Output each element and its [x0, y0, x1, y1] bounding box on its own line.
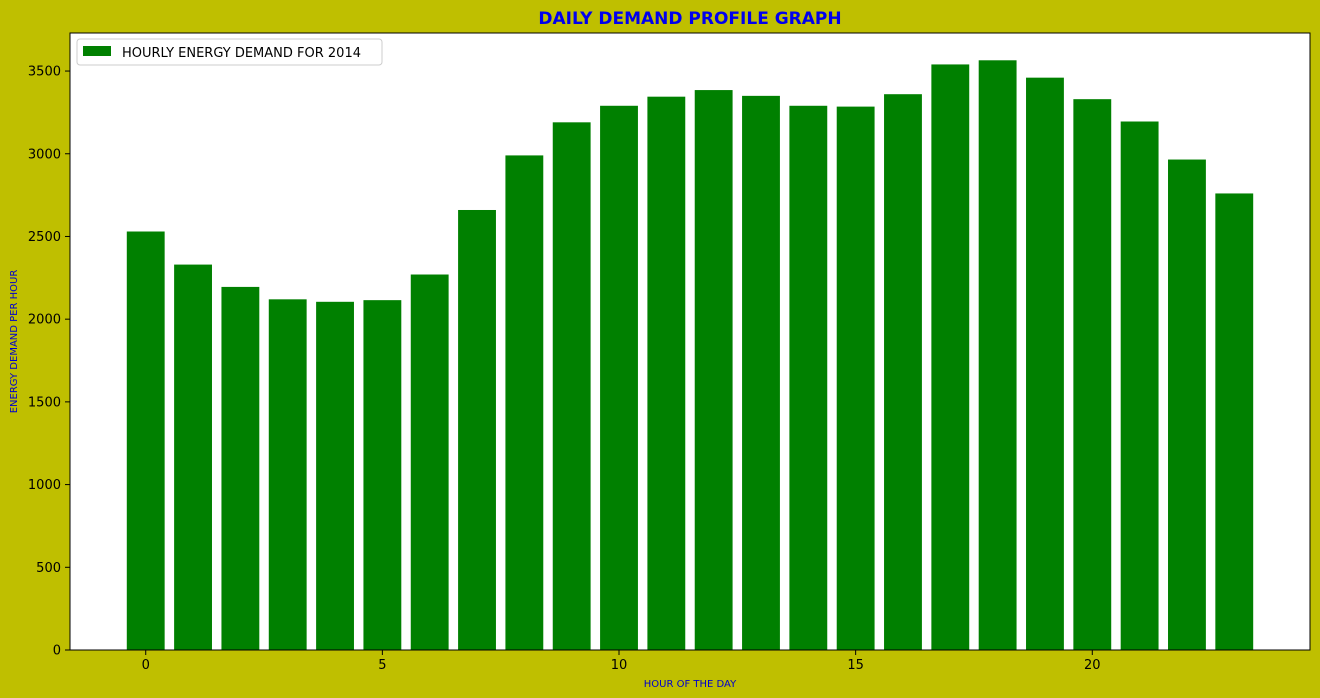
- bar-hour-2: [221, 286, 260, 650]
- bar-hour-8: [505, 155, 544, 650]
- bar-hour-0: [126, 231, 165, 650]
- bar-hour-16: [884, 94, 922, 650]
- bar-hour-4: [316, 301, 354, 650]
- bar-hour-21: [1120, 121, 1159, 650]
- x-axis: 0 5 10 15 20: [142, 650, 1101, 673]
- x-tick-label: 5: [378, 658, 386, 673]
- bars-group: [126, 60, 1254, 651]
- y-tick-label: 3000: [28, 147, 61, 162]
- bar-hour-17: [931, 64, 970, 651]
- legend-swatch: [83, 46, 111, 56]
- x-axis-label: HOUR OF THE DAY: [644, 679, 737, 690]
- bar-hour-22: [1168, 159, 1206, 651]
- bar-hour-14: [789, 105, 828, 650]
- y-axis: 0 500 1000 1500 2000 2500 3000 3500: [28, 65, 70, 659]
- y-tick-label: 1000: [28, 478, 61, 493]
- bar-hour-19: [1026, 77, 1064, 650]
- plot-frame: [69, 32, 1311, 651]
- bar-hour-5: [363, 300, 402, 650]
- x-tick-label: 10: [611, 658, 628, 673]
- legend-box: [76, 38, 383, 66]
- bar-hour-12: [694, 90, 733, 650]
- bar-hour-3: [268, 299, 307, 650]
- y-tick-label: 500: [36, 561, 61, 576]
- bar-hour-6: [410, 274, 449, 650]
- bar-hour-15: [836, 106, 875, 651]
- y-tick-label: 2000: [28, 313, 61, 328]
- bar-hour-20: [1073, 99, 1112, 651]
- x-tick-label: 15: [847, 658, 864, 673]
- bar-hour-13: [742, 95, 780, 651]
- bar-hour-18: [978, 60, 1017, 651]
- bar-hour-9: [552, 122, 591, 650]
- chart-title: DAILY DEMAND PROFILE GRAPH: [538, 9, 841, 29]
- bar-hour-1: [174, 264, 212, 650]
- x-tick-label: 20: [1084, 658, 1101, 673]
- y-tick-label: 3500: [28, 65, 61, 80]
- legend-label: HOURLY ENERGY DEMAND FOR 2014: [122, 46, 361, 61]
- legend: HOURLY ENERGY DEMAND FOR 2014: [76, 38, 383, 66]
- bar-hour-7: [458, 209, 496, 651]
- x-tick-label: 0: [142, 658, 150, 673]
- bar-hour-10: [600, 105, 638, 650]
- y-tick-label: 0: [53, 644, 61, 659]
- bar-hour-11: [647, 96, 686, 651]
- y-axis-label: ENERGY DEMAND PER HOUR: [9, 270, 20, 414]
- y-tick-label: 2500: [28, 230, 61, 245]
- bar-hour-23: [1215, 193, 1254, 650]
- y-tick-label: 1500: [28, 395, 61, 410]
